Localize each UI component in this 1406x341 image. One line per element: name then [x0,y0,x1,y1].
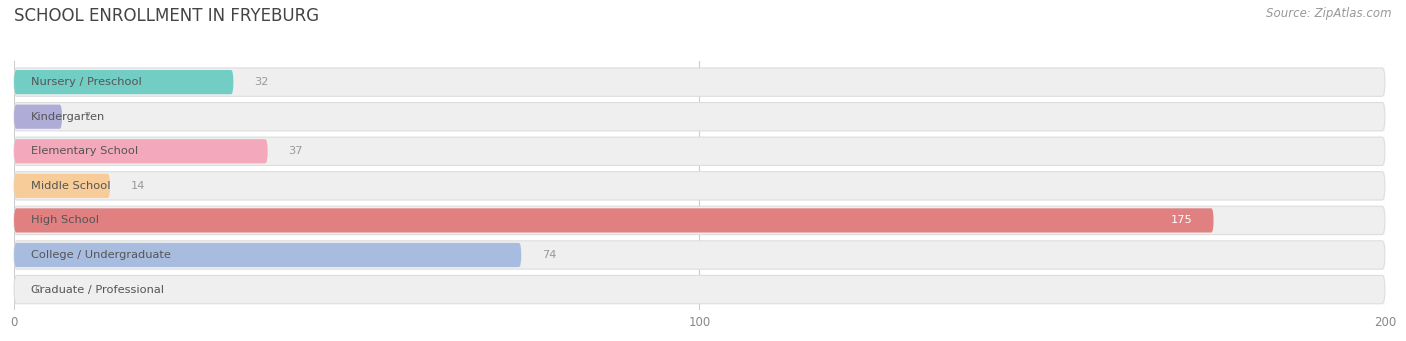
Text: 0: 0 [35,285,42,295]
Text: High School: High School [31,216,100,225]
Text: Middle School: Middle School [31,181,111,191]
Text: Graduate / Professional: Graduate / Professional [31,285,165,295]
Text: Nursery / Preschool: Nursery / Preschool [31,77,142,87]
Text: Source: ZipAtlas.com: Source: ZipAtlas.com [1267,7,1392,20]
FancyBboxPatch shape [14,172,1385,200]
FancyBboxPatch shape [14,105,62,129]
Text: 74: 74 [541,250,557,260]
Text: 32: 32 [254,77,269,87]
FancyBboxPatch shape [14,70,233,94]
FancyBboxPatch shape [14,241,1385,269]
Text: Elementary School: Elementary School [31,146,138,156]
Text: College / Undergraduate: College / Undergraduate [31,250,172,260]
FancyBboxPatch shape [14,137,1385,165]
Text: 37: 37 [288,146,302,156]
FancyBboxPatch shape [14,174,110,198]
FancyBboxPatch shape [14,208,1213,233]
Text: 175: 175 [1171,216,1192,225]
FancyBboxPatch shape [14,206,1385,235]
Text: 7: 7 [83,112,90,122]
FancyBboxPatch shape [14,139,267,163]
Text: Kindergarten: Kindergarten [31,112,105,122]
FancyBboxPatch shape [14,68,1385,96]
FancyBboxPatch shape [14,276,1385,304]
Text: 14: 14 [131,181,145,191]
Text: SCHOOL ENROLLMENT IN FRYEBURG: SCHOOL ENROLLMENT IN FRYEBURG [14,7,319,25]
FancyBboxPatch shape [14,243,522,267]
FancyBboxPatch shape [14,103,1385,131]
